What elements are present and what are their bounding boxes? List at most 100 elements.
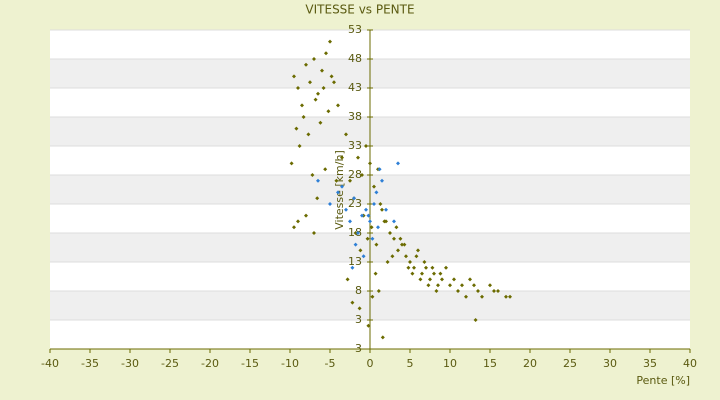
scatter-point — [392, 236, 396, 241]
scatter-point — [404, 254, 408, 259]
scatter-point — [296, 219, 300, 224]
scatter-point — [408, 260, 412, 264]
scatter-point — [410, 271, 415, 276]
scatter-point — [392, 219, 396, 224]
x-tick-label: -35 — [81, 357, 99, 370]
scatter-point — [353, 242, 358, 247]
scatter-point — [504, 294, 508, 299]
x-tick-label: 10 — [443, 357, 457, 370]
scatter-point — [329, 74, 334, 79]
scatter-point — [324, 51, 328, 56]
scatter-point — [332, 80, 336, 85]
scatter-point — [292, 225, 296, 230]
scatter-point — [378, 202, 383, 206]
y-tick-label: 38 — [348, 110, 362, 123]
scatter-point — [496, 289, 500, 293]
scatter-point — [356, 231, 360, 235]
x-tick-label: 15 — [483, 357, 497, 370]
x-tick-label: -20 — [201, 357, 219, 370]
scatter-point — [373, 271, 378, 276]
y-tick-label: 23 — [348, 197, 362, 210]
scatter-point — [353, 231, 358, 235]
scatter-point — [377, 167, 382, 172]
x-tick-label: -30 — [121, 357, 139, 370]
scatter-point — [294, 126, 299, 131]
scatter-point — [344, 207, 348, 212]
scatter-point — [366, 213, 371, 218]
scatter-point — [360, 213, 364, 218]
scatter-point — [460, 283, 464, 288]
scatter-point — [400, 242, 404, 247]
scatter-point — [336, 190, 340, 195]
scatter-point — [323, 167, 328, 172]
scatter-point — [448, 283, 452, 288]
x-tick-label: 20 — [523, 357, 537, 370]
y-tick-label: 3 — [355, 313, 362, 326]
scatter-point — [292, 74, 296, 79]
scatter-point — [394, 225, 399, 230]
scatter-point — [312, 231, 316, 235]
scatter-point — [464, 294, 468, 299]
scatter-point — [368, 161, 372, 166]
scatter-point — [304, 213, 308, 218]
scatter-point — [416, 248, 420, 253]
scatter-point — [492, 289, 496, 293]
scatter-point — [374, 242, 379, 247]
scatter-point — [426, 283, 431, 288]
scatter-point — [312, 57, 316, 61]
scatter-point — [334, 178, 339, 183]
scatter-point — [318, 120, 323, 125]
x-tick-label: -15 — [241, 357, 259, 370]
scatter-point — [388, 231, 392, 235]
scatter-point — [380, 335, 385, 340]
scatter-point — [414, 254, 419, 259]
scatter-point — [380, 178, 384, 183]
scatter-point — [374, 190, 379, 195]
scatter-point — [390, 254, 395, 259]
scatter-point — [326, 109, 331, 114]
scatter-point — [297, 144, 302, 148]
scatter-point — [372, 202, 376, 206]
scatter-point — [420, 271, 424, 276]
scatter-point — [320, 68, 324, 73]
scatter-point — [328, 202, 332, 206]
scatter-point — [436, 283, 440, 288]
scatter-point — [430, 265, 435, 270]
scatter-point — [289, 161, 294, 166]
y-tick-label: 33 — [348, 139, 362, 152]
scatter-point — [328, 39, 332, 44]
scatter-point — [476, 289, 480, 293]
x-tick-label: -25 — [161, 357, 179, 370]
x-tick-label: -40 — [41, 357, 59, 370]
scatter-point — [380, 207, 384, 212]
scatter-point — [370, 236, 375, 241]
scatter-point — [422, 260, 427, 264]
scatter-point — [350, 265, 355, 270]
scatter-point — [344, 132, 348, 137]
scatter-point — [360, 173, 364, 177]
scatter-point — [316, 178, 320, 183]
scatter-point — [438, 271, 443, 276]
scatter-point — [316, 91, 320, 96]
scatter-point — [402, 242, 407, 247]
y-tick-label: 53 — [348, 23, 362, 36]
scatter-point — [356, 155, 360, 160]
y-tick-label: 13 — [348, 255, 362, 268]
scatter-point — [365, 236, 370, 241]
scatter-point — [480, 294, 484, 299]
scatter-point — [348, 219, 352, 224]
scatter-point — [456, 289, 460, 293]
scatter-point — [350, 300, 355, 305]
scatter-point — [304, 62, 308, 67]
x-tick-label: 30 — [603, 357, 617, 370]
scatter-point — [473, 318, 478, 322]
scatter-point — [310, 173, 315, 177]
scatter-point — [452, 277, 456, 282]
y-tick-label: 28 — [348, 168, 362, 181]
scatter-point — [370, 294, 375, 299]
scatter-point — [418, 277, 423, 282]
scatter-point — [372, 184, 376, 189]
scatter-point — [508, 294, 512, 299]
scatter-point — [488, 283, 492, 288]
